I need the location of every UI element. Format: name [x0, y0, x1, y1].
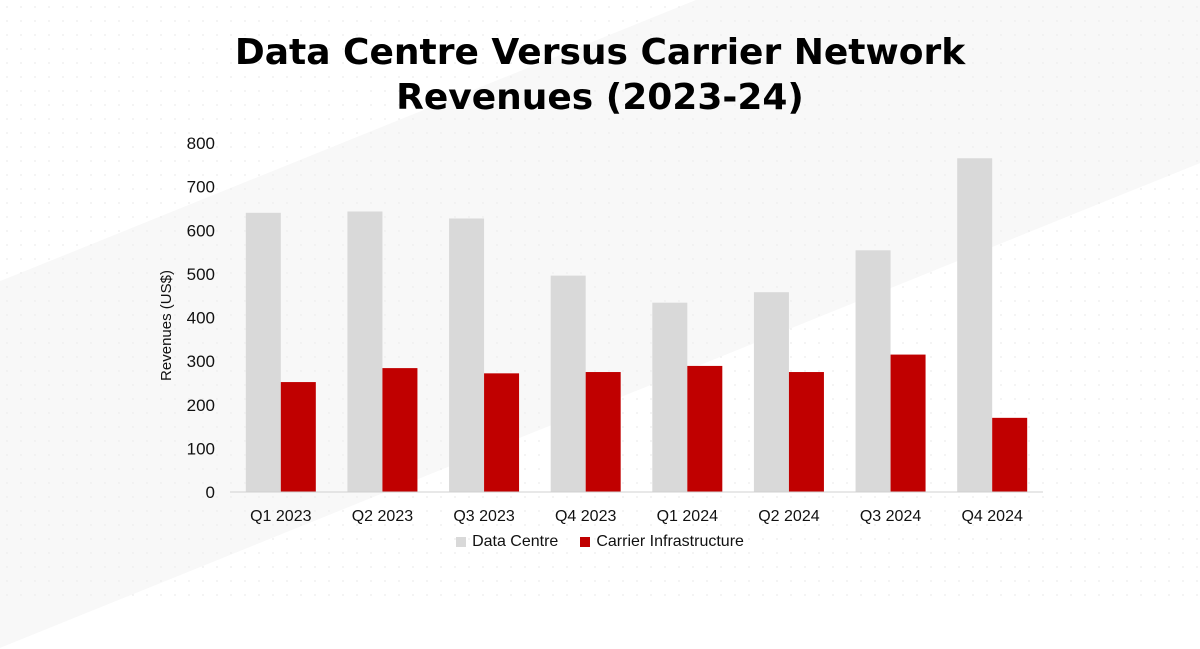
legend: Data Centre Carrier Infrastructure — [0, 533, 1200, 551]
y-tick-label: 600 — [187, 221, 215, 240]
y-axis-title: Revenues (US$) — [158, 270, 175, 381]
bar-data-centre — [550, 275, 586, 492]
x-category-label: Q3 2024 — [860, 508, 921, 525]
bar-carrier-infrastructure — [382, 368, 418, 492]
y-tick-label: 0 — [206, 483, 215, 502]
bar-data-centre — [449, 218, 485, 492]
y-tick-label: 200 — [187, 396, 215, 415]
bar-data-centre — [652, 302, 688, 492]
y-axis-tick-labels: 0 100 200 300 400 500 600 700 800 — [187, 134, 215, 502]
bar-carrier-infrastructure — [585, 372, 621, 492]
legend-item-data-centre: Data Centre — [456, 533, 558, 551]
bar-data-centre — [753, 292, 789, 492]
bar-chart: 0 100 200 300 400 500 600 700 800 Q1 2023 Q2 2023… — [158, 134, 1043, 525]
x-category-label: Q2 2024 — [758, 508, 819, 525]
bar-carrier-infrastructure — [484, 373, 520, 492]
x-category-label: Q1 2024 — [657, 508, 718, 525]
y-tick-label: 700 — [187, 178, 215, 197]
legend-swatch-carrier-infrastructure — [580, 537, 591, 547]
chart-title: Data Centre Versus Carrier Network Reven… — [0, 30, 1200, 120]
x-axis-category-labels: Q1 2023 Q2 2023 Q3 2023 Q4 2023 Q1 2024 Q2 20… — [250, 508, 1023, 525]
bar-carrier-infrastructure — [687, 365, 723, 492]
x-category-label: Q3 2023 — [453, 508, 514, 525]
x-category-label: Q4 2024 — [961, 508, 1022, 525]
bar-carrier-infrastructure — [992, 417, 1028, 492]
y-tick-label: 500 — [187, 265, 215, 284]
legend-item-carrier-infrastructure: Carrier Infrastructure — [580, 533, 744, 551]
bars — [245, 158, 1028, 493]
x-category-label: Q1 2023 — [250, 508, 311, 525]
y-tick-label: 300 — [187, 352, 215, 371]
x-category-label: Q2 2023 — [352, 508, 413, 525]
legend-swatch-data-centre — [456, 537, 467, 547]
chart-title-line-2: Revenues (2023-24) — [396, 77, 804, 118]
legend-label-carrier-infrastructure: Carrier Infrastructure — [596, 533, 744, 550]
bar-carrier-infrastructure — [280, 382, 316, 492]
y-tick-label: 400 — [187, 309, 215, 328]
bar-data-centre — [347, 211, 383, 492]
x-category-label: Q4 2023 — [555, 508, 616, 525]
bar-carrier-infrastructure — [788, 372, 824, 492]
legend-label-data-centre: Data Centre — [472, 533, 559, 550]
y-tick-label: 100 — [187, 439, 215, 458]
chart-title-line-1: Data Centre Versus Carrier Network — [234, 32, 966, 73]
background-dot-pattern — [0, 0, 1200, 600]
bar-data-centre — [855, 250, 891, 492]
y-tick-label: 800 — [187, 134, 215, 153]
bar-data-centre — [957, 158, 993, 493]
bar-carrier-infrastructure — [890, 354, 926, 492]
bar-data-centre — [245, 212, 281, 493]
